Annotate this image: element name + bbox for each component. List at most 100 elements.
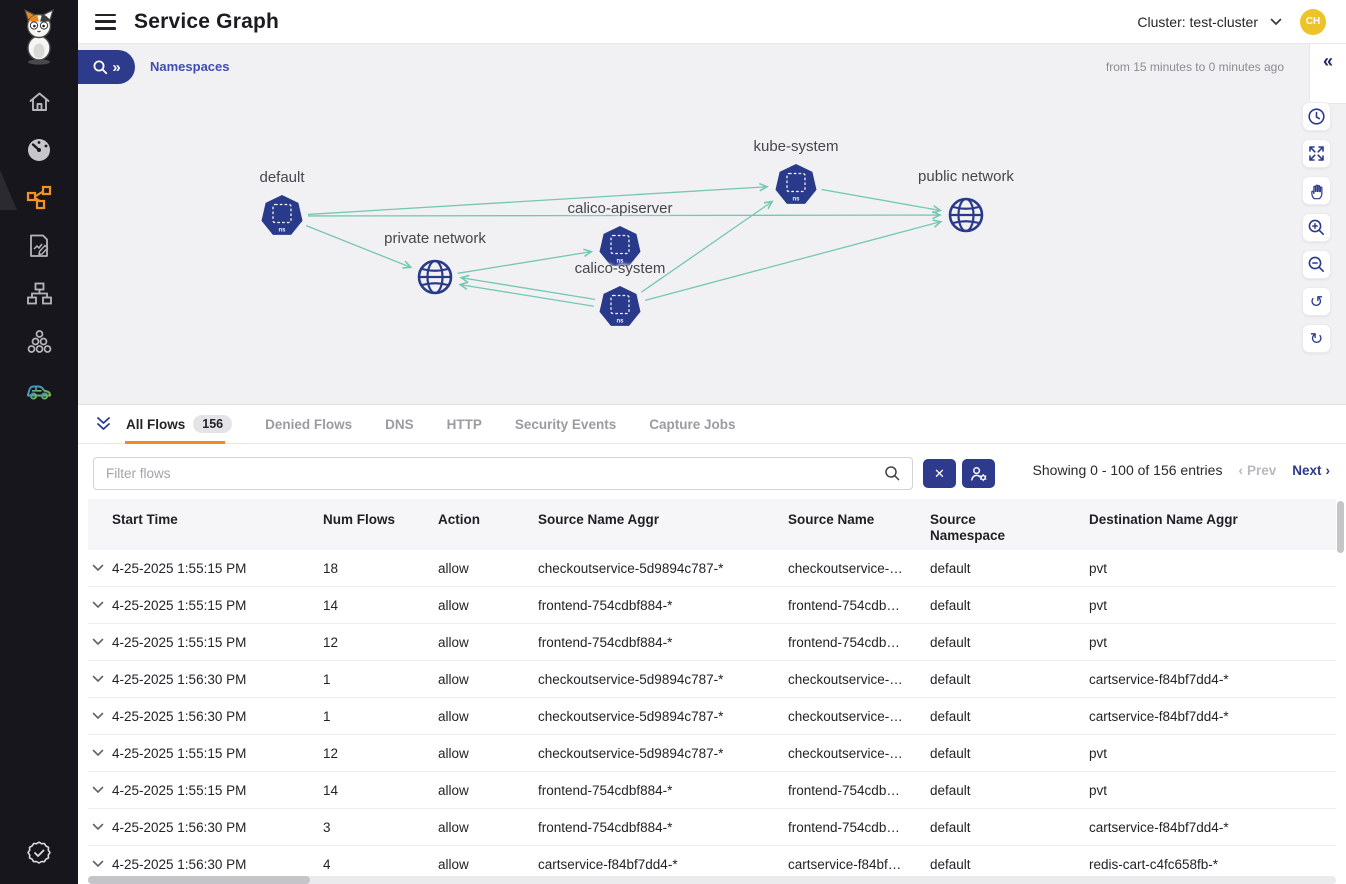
cell-dest-name-aggr: cartservice-f84bf7dd4-* xyxy=(1089,819,1229,835)
table-row[interactable]: 4-25-2025 1:55:15 PM 12 allow checkoutservi… xyxy=(88,735,1336,772)
avatar[interactable]: CH xyxy=(1300,8,1326,35)
expand-arrows-icon xyxy=(1309,146,1324,161)
column-header-dest-name-aggr[interactable]: Destination Name Aggr xyxy=(1089,512,1238,527)
cell-start-time: 4-25-2025 1:56:30 PM xyxy=(112,819,247,835)
collapse-panel-button[interactable] xyxy=(94,415,112,433)
row-expand-chevron[interactable] xyxy=(88,860,112,868)
graph-node-calico-system[interactable]: ns xyxy=(598,285,642,329)
table-row[interactable]: 4-25-2025 1:56:30 PM 1 allow checkoutservic… xyxy=(88,698,1336,735)
sidebar-item-compliance[interactable] xyxy=(0,840,78,866)
cell-start-time: 4-25-2025 1:55:15 PM xyxy=(112,560,247,576)
hamburger-menu-button[interactable] xyxy=(95,13,117,30)
tab-label: All Flows xyxy=(126,416,186,432)
breadcrumb[interactable]: Namespaces xyxy=(150,59,230,74)
cell-source-name-aggr: checkoutservice-5d9894c787-* xyxy=(538,560,724,576)
tab-all-flows[interactable]: All Flows 156 xyxy=(126,415,233,433)
table-row[interactable]: 4-25-2025 1:55:15 PM 12 allow frontend-754c… xyxy=(88,624,1336,661)
svg-text:ns: ns xyxy=(616,319,624,325)
tab-capture-jobs[interactable]: Capture Jobs xyxy=(649,417,735,432)
undo-layout-button[interactable]: ↺ xyxy=(1302,287,1331,316)
sidebar-item-policies[interactable] xyxy=(24,232,54,259)
column-header-source-name-aggr[interactable]: Source Name Aggr xyxy=(538,512,660,527)
column-header-num-flows[interactable]: Num Flows xyxy=(323,512,396,527)
graph-search-pill[interactable]: » xyxy=(78,50,135,84)
customize-columns-button[interactable] xyxy=(962,459,995,488)
service-graph-canvas[interactable]: ns default private network ns calico-apiserv… xyxy=(78,90,1346,404)
table-row[interactable]: 4-25-2025 1:55:15 PM 14 allow frontend-754c… xyxy=(88,772,1336,809)
cell-source-namespace: default xyxy=(930,597,971,613)
tab-security-events[interactable]: Security Events xyxy=(515,417,616,432)
time-range-label: from 15 minutes to 0 minutes ago xyxy=(1105,60,1284,74)
filter-search-icon[interactable] xyxy=(884,465,901,487)
cell-dest-name-aggr: pvt xyxy=(1089,745,1108,761)
pan-button[interactable] xyxy=(1302,176,1331,205)
sidebar-item-home[interactable] xyxy=(24,88,54,115)
sidebar-item-service-graph[interactable] xyxy=(24,184,54,211)
prev-page-button[interactable]: ‹ Prev xyxy=(1238,463,1276,478)
cell-action: allow xyxy=(438,671,469,687)
row-expand-chevron[interactable] xyxy=(88,712,112,720)
clock-icon xyxy=(1308,108,1325,125)
vertical-scrollbar[interactable] xyxy=(1337,501,1344,553)
sidebar-item-endpoints[interactable] xyxy=(24,280,54,307)
horizontal-scrollbar[interactable] xyxy=(88,876,1336,884)
graph-edge-calico-system-to-private-network xyxy=(458,281,594,307)
row-expand-chevron[interactable] xyxy=(88,786,112,794)
row-expand-chevron[interactable] xyxy=(88,823,112,831)
graph-node-calico-apiserver[interactable]: ns xyxy=(598,225,642,269)
column-header-source-namespace[interactable]: Source Namespace xyxy=(930,512,1006,544)
graph-edge-default-to-public-network xyxy=(307,210,942,220)
row-expand-chevron[interactable] xyxy=(88,675,112,683)
cell-source-name: checkoutservice-… xyxy=(788,708,903,724)
cell-source-name: frontend-754cdb… xyxy=(788,819,900,835)
horizontal-scrollbar-thumb[interactable] xyxy=(88,876,310,884)
cluster-selector[interactable]: Cluster: test-cluster xyxy=(1137,14,1282,30)
cell-action: allow xyxy=(438,782,469,798)
filter-flows-input[interactable] xyxy=(93,457,913,490)
column-header-source-name[interactable]: Source Name xyxy=(788,512,875,527)
graph-node-default[interactable]: ns xyxy=(260,194,304,238)
cell-action: allow xyxy=(438,597,469,613)
column-header-start-time[interactable]: Start Time xyxy=(112,512,178,527)
graph-node-private-network[interactable] xyxy=(413,255,457,299)
sidebar-item-components[interactable] xyxy=(24,328,54,355)
cell-num-flows: 1 xyxy=(323,671,331,687)
tab-denied-flows[interactable]: Denied Flows xyxy=(265,417,352,432)
column-header-action[interactable]: Action xyxy=(438,512,480,527)
tab-dns[interactable]: DNS xyxy=(385,417,414,432)
tab-http[interactable]: HTTP xyxy=(447,417,482,432)
fit-screen-button[interactable] xyxy=(1302,139,1331,168)
table-row[interactable]: 4-25-2025 1:55:15 PM 14 allow frontend-754c… xyxy=(88,587,1336,624)
next-page-button[interactable]: Next › xyxy=(1292,463,1330,478)
cell-start-time: 4-25-2025 1:55:15 PM xyxy=(112,782,247,798)
cell-start-time: 4-25-2025 1:56:30 PM xyxy=(112,708,247,724)
table-row[interactable]: 4-25-2025 1:55:15 PM 18 allow checkoutservi… xyxy=(88,550,1336,587)
cell-dest-name-aggr: cartservice-f84bf7dd4-* xyxy=(1089,671,1229,687)
svg-text:ns: ns xyxy=(616,259,624,265)
table-row[interactable]: 4-25-2025 1:56:30 PM 1 allow checkoutservic… xyxy=(88,661,1336,698)
tab-count-badge: 156 xyxy=(193,415,233,433)
clear-filter-button[interactable]: ✕ xyxy=(923,459,956,488)
page-title: Service Graph xyxy=(134,9,280,33)
chevron-left-icon: ‹ xyxy=(1238,462,1243,478)
sidebar-item-vehicle[interactable] xyxy=(24,376,54,403)
cell-source-namespace: default xyxy=(930,708,971,724)
refresh-button[interactable]: ↻ xyxy=(1302,324,1331,353)
cell-source-name: frontend-754cdb… xyxy=(788,634,900,650)
time-settings-button[interactable] xyxy=(1302,102,1331,131)
graph-node-kube-system[interactable]: ns xyxy=(774,163,818,207)
row-expand-chevron[interactable] xyxy=(88,749,112,757)
pagination: Showing 0 - 100 of 156 entries ‹ Prev Ne… xyxy=(1033,462,1330,478)
row-expand-chevron[interactable] xyxy=(88,564,112,572)
row-expand-chevron[interactable] xyxy=(88,638,112,646)
table-row[interactable]: 4-25-2025 1:56:30 PM 3 allow frontend-754cd… xyxy=(88,809,1336,846)
zoom-out-button[interactable] xyxy=(1302,250,1331,279)
sidebar-item-dashboard[interactable] xyxy=(24,136,54,163)
cell-num-flows: 12 xyxy=(323,634,339,650)
cell-num-flows: 4 xyxy=(323,856,331,872)
svg-text:ns: ns xyxy=(792,197,800,203)
row-expand-chevron[interactable] xyxy=(88,601,112,609)
graph-node-public-network[interactable] xyxy=(944,193,988,237)
zoom-in-button[interactable] xyxy=(1302,213,1331,242)
collapse-right-panel-button[interactable]: « xyxy=(1309,44,1346,104)
